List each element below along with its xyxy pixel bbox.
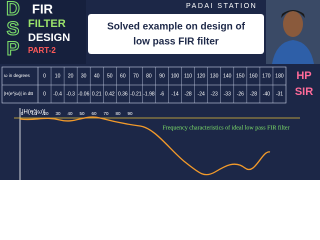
dsp-letters: DSP xyxy=(6,0,21,61)
table-cell: 30 xyxy=(81,73,87,79)
table-cell: -0.06 xyxy=(78,91,90,97)
x-tick-label: 40 xyxy=(67,111,73,116)
row-header: |H(e^jω)| in dB xyxy=(4,91,33,96)
table-cell: 160 xyxy=(249,73,258,79)
dsp-letter: S xyxy=(7,19,20,40)
brand-part: PART-2 xyxy=(28,46,56,55)
brand-panel xyxy=(0,0,86,64)
table-cell: 90 xyxy=(159,73,165,79)
table-cell: -40 xyxy=(263,91,270,97)
table-cell: -23 xyxy=(211,91,218,97)
table-cell: -28 xyxy=(250,91,257,97)
x-tick-label: 60 xyxy=(91,111,97,116)
table-cell: 100 xyxy=(171,73,180,79)
table-cell: 0.21 xyxy=(92,91,102,97)
table-cell: 20 xyxy=(68,73,74,79)
table-cell: 40 xyxy=(94,73,100,79)
table-cell: -28 xyxy=(184,91,191,97)
x-tick-label: 10 xyxy=(31,111,37,116)
table-cell: -0.4 xyxy=(53,91,62,97)
face xyxy=(283,11,303,37)
table-cell: 80 xyxy=(146,73,152,79)
shirt xyxy=(272,40,314,64)
response-curve xyxy=(19,116,271,176)
dsp-letter: P xyxy=(7,39,20,60)
table-cell: -6 xyxy=(160,91,165,97)
table-cell: 180 xyxy=(275,73,284,79)
table-cell: -0.21 xyxy=(130,91,142,97)
canvas: DSP FIR FILTER DESIGN PART-2 PADAI STATI… xyxy=(0,0,320,180)
table-cell: 0 xyxy=(43,73,46,79)
brand-filter: FILTER xyxy=(28,18,66,30)
title-line: Solved example on design of xyxy=(107,22,245,33)
table-cell: -26 xyxy=(237,91,244,97)
y-axis-label: |H(e^jω)| xyxy=(22,110,46,116)
table-cell: 120 xyxy=(197,73,206,79)
table: ω in degrees |H(e^jω)| in dB 0 10 20 30 40 50 60… xyxy=(4,67,284,103)
hair xyxy=(281,10,305,18)
brand-fir: FIR xyxy=(32,1,54,16)
x-tick-label: 90 xyxy=(127,111,133,116)
x-tick-label: 80 xyxy=(115,111,121,116)
table-cell: 60 xyxy=(120,73,126,79)
x-tick-label: 50 xyxy=(79,111,85,116)
x-labels: 0 10 20 30 40 50 60 70 80 90 xyxy=(21,111,133,116)
table-cell: 110 xyxy=(184,73,192,79)
title-line: low pass FIR filter xyxy=(133,37,219,48)
table-cell: 150 xyxy=(236,73,245,79)
x-tick-label: 20 xyxy=(43,111,49,116)
row-header: ω in degrees xyxy=(4,73,31,78)
table-cell: 0 xyxy=(43,91,46,97)
table-cell: -1.98 xyxy=(143,91,155,97)
brand-design: DESIGN xyxy=(28,32,70,44)
plot-caption: Frequency characteristics of ideal low p… xyxy=(162,124,289,131)
table-cell: 70 xyxy=(133,73,139,79)
table-cell: -0.3 xyxy=(66,91,75,97)
table-cell: -14 xyxy=(171,91,178,97)
dsp-letter: D xyxy=(6,0,20,20)
table-cell: 130 xyxy=(210,73,219,79)
x-tick-label: 30 xyxy=(55,111,61,116)
table-cell: 0.36 xyxy=(118,91,128,97)
x-tick-label: 70 xyxy=(103,111,109,116)
table-cell: -24 xyxy=(198,91,205,97)
table-cell: 0.42 xyxy=(105,91,115,97)
table-cell: -33 xyxy=(224,91,231,97)
presenter: SIR xyxy=(295,86,313,98)
title-box xyxy=(88,14,264,54)
table-cell: 140 xyxy=(223,73,232,79)
table-cell: 50 xyxy=(107,73,113,79)
table-cell: -31 xyxy=(276,91,283,97)
table-cell: 10 xyxy=(55,73,61,79)
x-tick-label: 0 xyxy=(21,111,24,116)
table-cell: 170 xyxy=(262,73,271,79)
presenter: HP xyxy=(296,70,311,82)
channel-name: PADAI STATION xyxy=(186,3,257,10)
